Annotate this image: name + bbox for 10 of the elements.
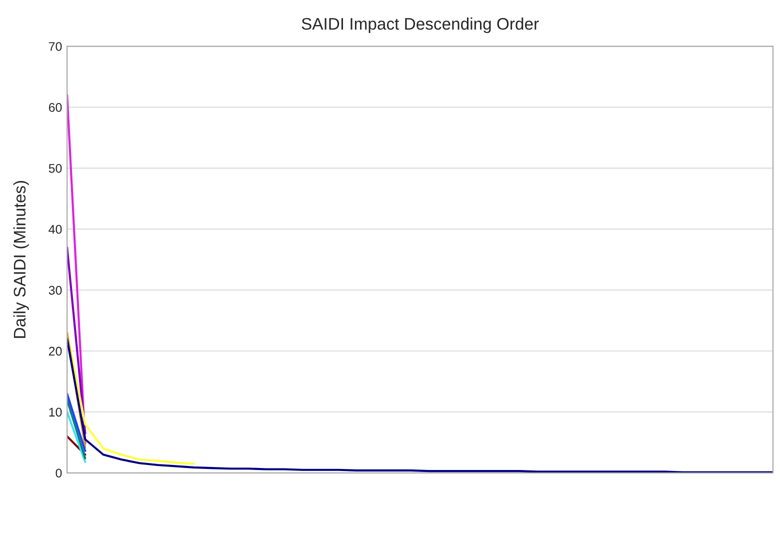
y-axis-title: Daily SAIDI (Minutes): [13, 180, 29, 338]
y-tick-label: 30: [48, 286, 62, 295]
y-tick-label: 20: [48, 346, 62, 356]
y-tick-label: 50: [48, 164, 62, 173]
y-tick-label: 10: [49, 408, 62, 417]
y-tick-label: 40: [48, 224, 62, 234]
y-tick-label: 70: [48, 42, 62, 51]
y-tick-label: 60: [48, 103, 62, 112]
chart-title: SAIDI Impact Descending Order: [302, 18, 539, 34]
y-tick-label: 0: [56, 468, 62, 478]
